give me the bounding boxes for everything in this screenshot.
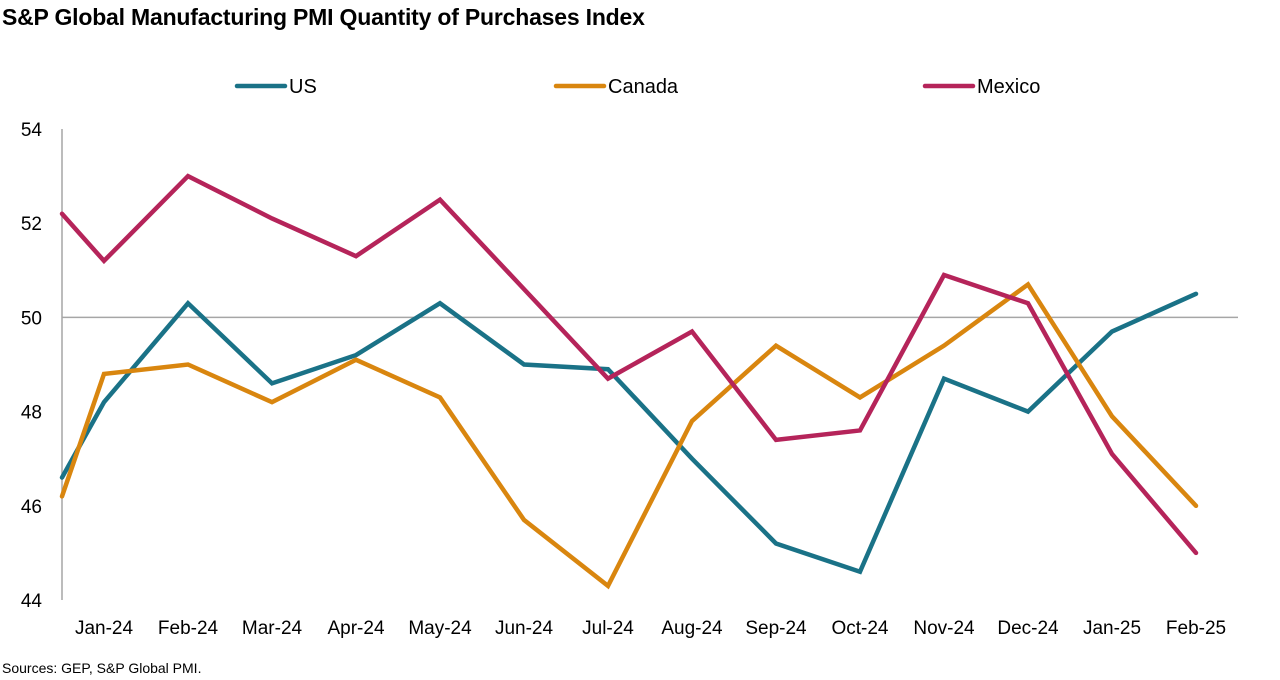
chart-title: S&P Global Manufacturing PMI Quantity of…	[2, 4, 645, 30]
x-tick-label: Nov-24	[913, 618, 975, 639]
series-line-canada	[59, 281, 1199, 590]
x-tick-label: Apr-24	[327, 618, 384, 639]
x-tick-label: Dec-24	[997, 618, 1059, 639]
x-tick-label: Jun-24	[495, 618, 554, 639]
y-tick-label: 52	[21, 214, 42, 235]
legend-label-us: US	[289, 76, 317, 98]
x-tick-label: Jan-24	[75, 618, 134, 639]
x-tick-label: Mar-24	[242, 618, 303, 639]
y-tick-label: 50	[21, 308, 42, 329]
legend-label-canada: Canada	[608, 76, 679, 98]
x-tick-label: Jul-24	[582, 618, 634, 639]
x-tick-label: Jan-25	[1083, 618, 1141, 639]
x-tick-label: May-24	[408, 618, 472, 639]
y-tick-label: 46	[21, 497, 42, 518]
x-tick-label: Aug-24	[661, 618, 723, 639]
y-tick-label: 48	[21, 403, 42, 424]
x-tick-label: Sep-24	[745, 618, 807, 639]
series-line-mexico	[59, 173, 1199, 556]
y-tick-label: 44	[21, 591, 43, 612]
source-note: Sources: GEP, S&P Global PMI.	[2, 660, 202, 676]
legend-label-mexico: Mexico	[977, 76, 1040, 98]
x-tick-label: Oct-24	[831, 618, 888, 639]
series-line-us	[59, 291, 1199, 575]
y-tick-label: 54	[21, 120, 43, 141]
x-tick-label: Feb-25	[1166, 618, 1226, 639]
x-tick-label: Feb-24	[158, 618, 219, 639]
